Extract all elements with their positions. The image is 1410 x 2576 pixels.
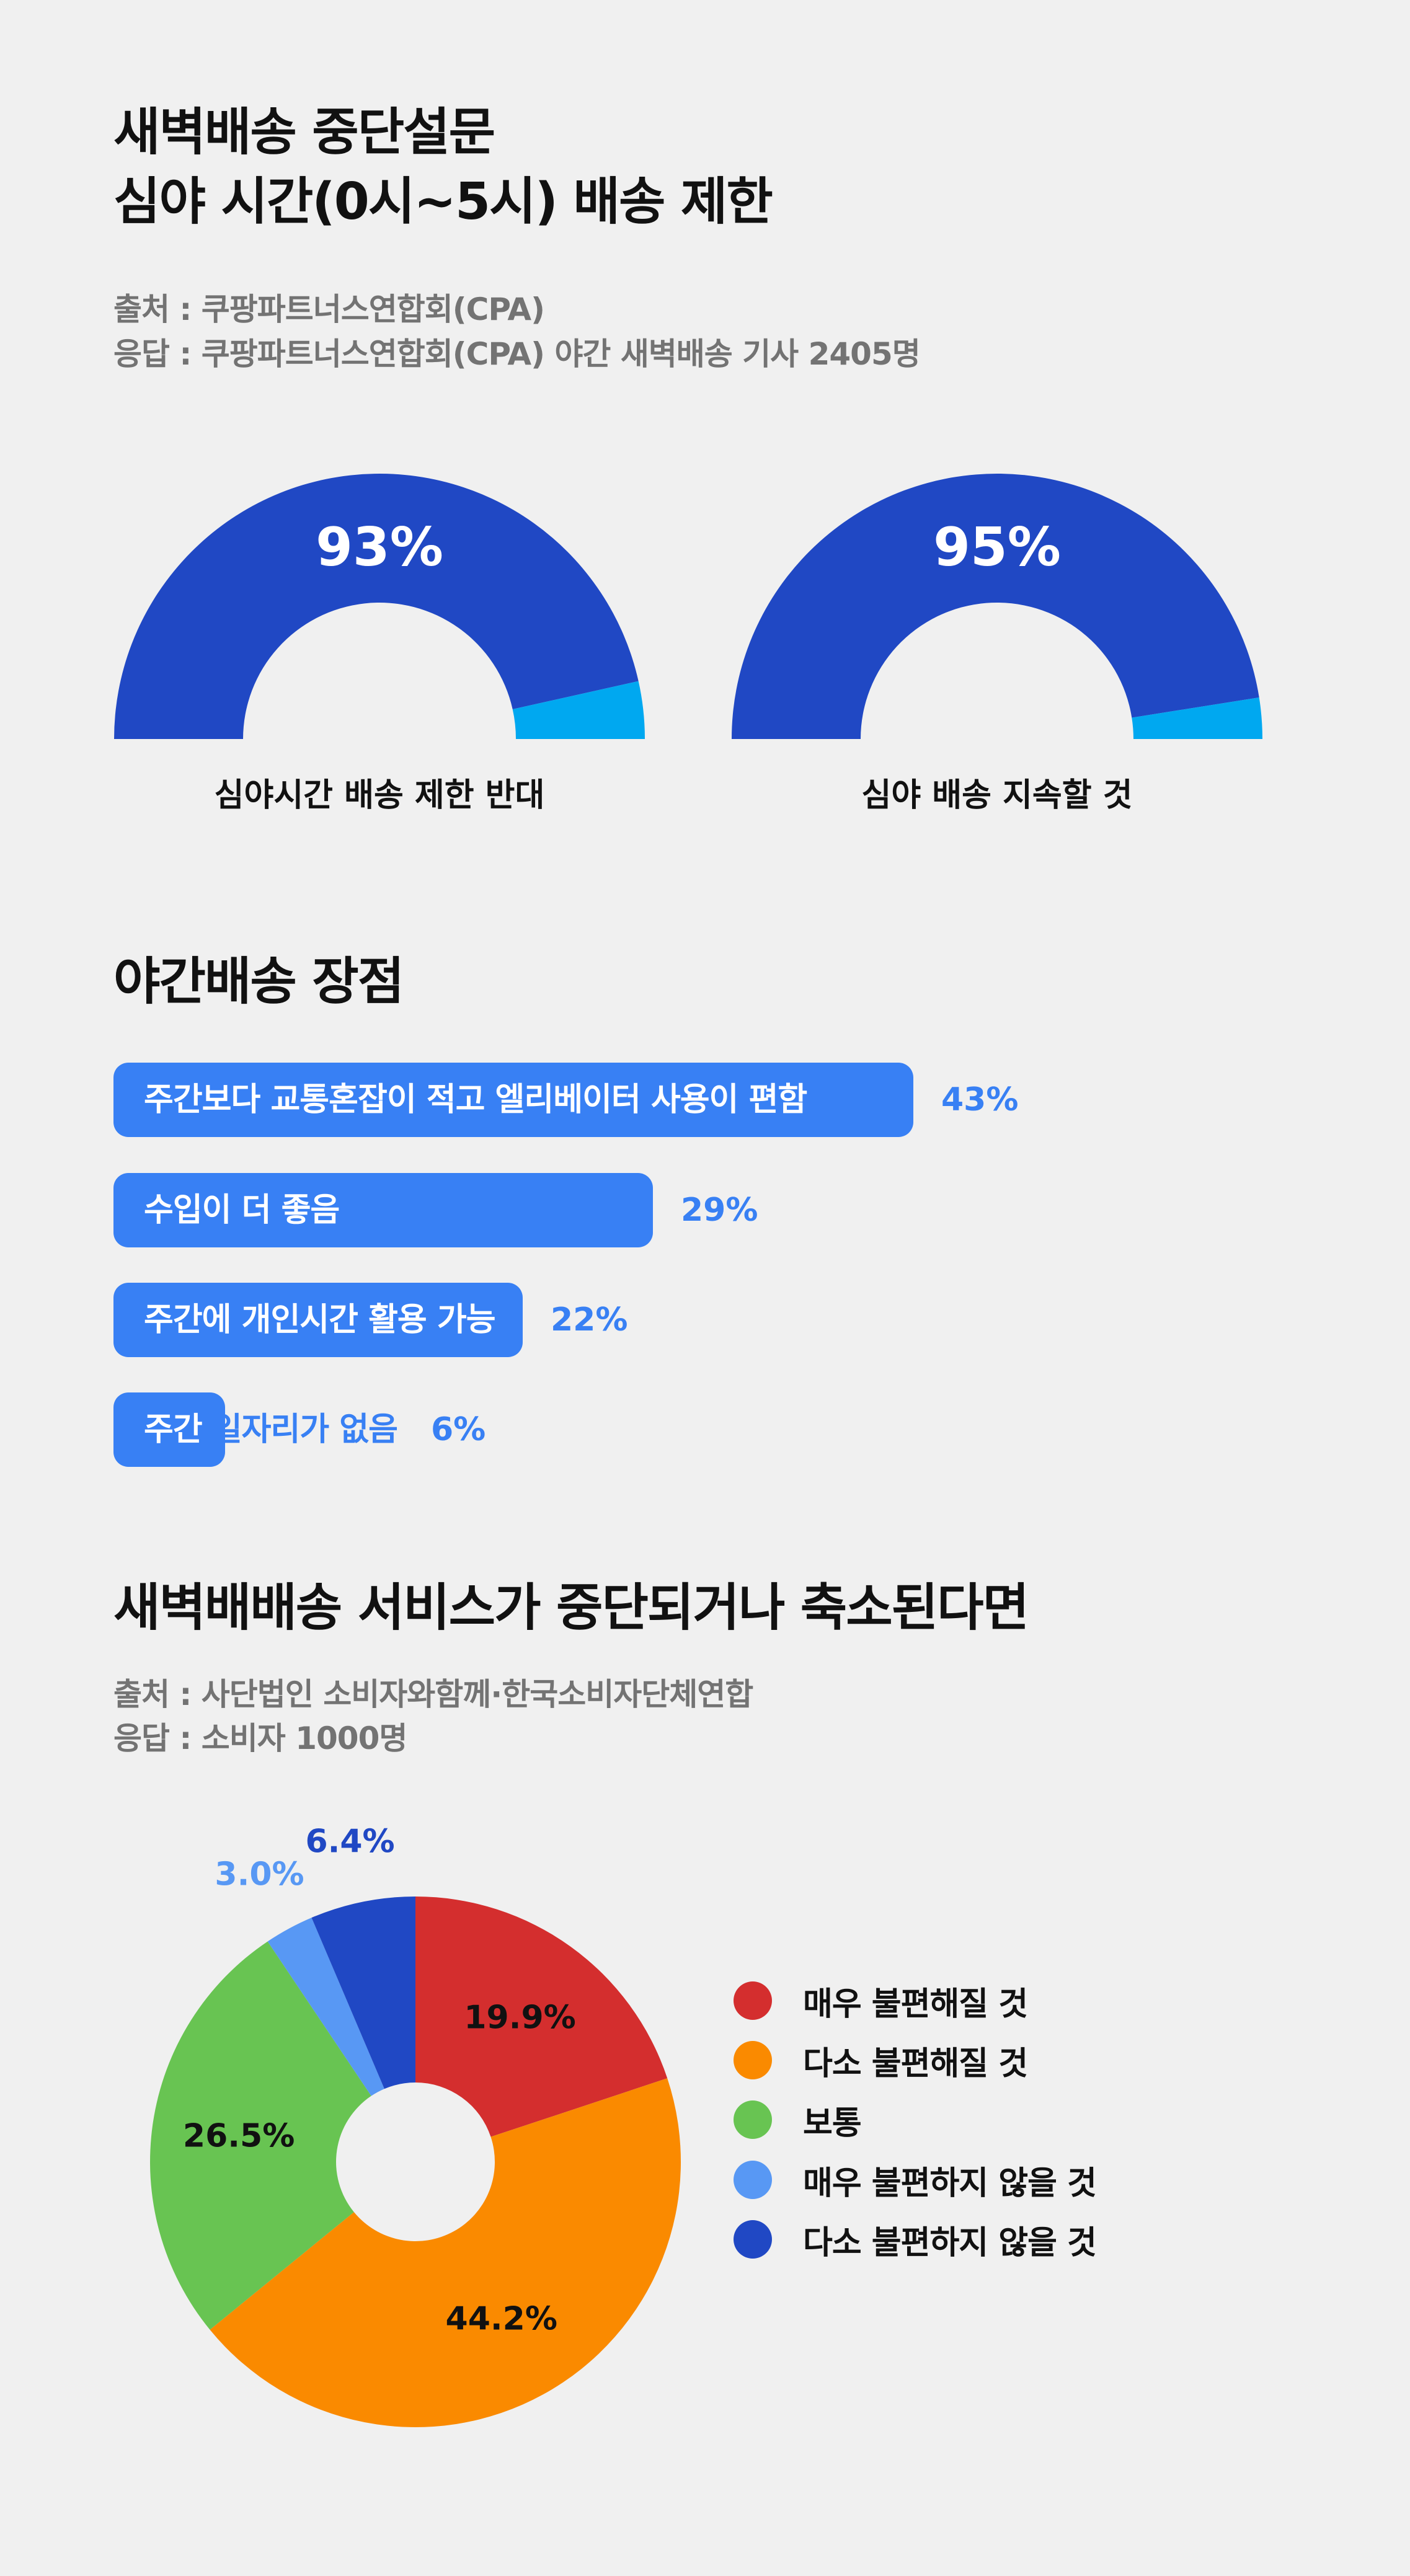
bar-1 xyxy=(113,1063,913,1137)
gauge-charts: 93% 심야시간 배송 제한 반대 95% 심야 배송 지속할 것 xyxy=(114,474,1262,814)
bar-3-value: 22% xyxy=(551,1301,628,1339)
section1-title-line1: 새벽배송 중단설문 xyxy=(113,103,495,162)
pie-label-3: 26.5% xyxy=(183,2118,295,2155)
section3-title: 새벽배배송 서비스가 중단되거나 축소된다면 xyxy=(113,1578,1029,1637)
legend-item-3: 보통 xyxy=(734,2095,862,2144)
legend-item-4: 매우 불편하지 않을 것 xyxy=(734,2155,1097,2205)
legend-dot-5 xyxy=(734,2220,772,2259)
legend-label-5: 다소 불편하지 않을 것 xyxy=(803,2224,1097,2262)
gauge-1-value: 93% xyxy=(316,516,443,578)
legend-label-1: 매우 불편해질 것 xyxy=(803,1985,1028,2023)
bar-2 xyxy=(113,1173,653,1247)
bar-4-label-inside: 주간 xyxy=(144,1411,213,1448)
legend-label-4: 매우 불편하지 않을 것 xyxy=(803,2164,1097,2202)
legend-item-5: 다소 불편하지 않을 것 xyxy=(734,2215,1097,2264)
gauge-1-label: 심야시간 배송 제한 반대 xyxy=(215,777,545,814)
section3-source: 출처 : 사단법인 소비자와함께·한국소비자단체연합 xyxy=(113,1676,753,1712)
bar-4-label: 주간 일자리가 없음 xyxy=(144,1392,398,1467)
pie-label-4: 3.0% xyxy=(215,1856,304,1893)
legend-label-2: 다소 불편해질 것 xyxy=(803,2045,1028,2082)
pie-label-5: 6.4% xyxy=(305,1823,394,1861)
legend-item-1: 매우 불편해질 것 xyxy=(734,1976,1028,2025)
pie-slice-1 xyxy=(415,1897,668,2137)
legend-item-2: 다소 불편해질 것 xyxy=(734,2035,1028,2085)
bar-1-value: 43% xyxy=(941,1081,1019,1118)
section1-respondents: 응답 : 쿠팡파트너스연합회(CPA) 야간 새벽배송 기사 2405명 xyxy=(113,336,921,372)
bar-4-label-outside: 일자리가 없음 xyxy=(212,1411,398,1448)
pie-label-1: 19.9% xyxy=(464,1999,575,2036)
gauge-1: 93% 심야시간 배송 제한 반대 xyxy=(114,474,645,814)
gauge-2-value: 95% xyxy=(933,516,1061,578)
bar-1-label: 주간보다 교통혼잡이 적고 엘리베이터 사용이 편함 xyxy=(144,1081,807,1118)
section2-title: 야간배송 장점 xyxy=(113,952,404,1011)
section1-source: 출처 : 쿠팡파트너스연합회(CPA) xyxy=(113,291,545,327)
pie-slice-4 xyxy=(267,1918,384,2096)
legend-dot-4 xyxy=(734,2161,772,2199)
pie-slice-2 xyxy=(210,2078,681,2427)
bar-4-value: 6% xyxy=(431,1411,486,1448)
pie-slice-3 xyxy=(149,1941,371,2330)
bar-3-label: 주간에 개인시간 활용 가능 xyxy=(144,1301,496,1339)
bar-4 xyxy=(113,1392,225,1467)
legend-dot-2 xyxy=(734,2041,772,2079)
bar-3 xyxy=(113,1283,523,1357)
section1-title-line2: 심야 시간(0시~5시) 배송 제한 xyxy=(113,172,773,231)
gauge-2-rest-arc xyxy=(1132,697,1262,739)
gauge-1-rest-arc xyxy=(512,681,645,739)
legend-dot-1 xyxy=(734,1981,772,2020)
pie-label-2: 44.2% xyxy=(446,2300,557,2337)
donut-chart: 19.9% 44.2% 26.5% 3.0%6.4% xyxy=(149,1823,681,2427)
pie-slice-5 xyxy=(311,1897,415,2089)
bar-2-value: 29% xyxy=(681,1192,758,1229)
section3-respondents: 응답 : 소비자 1000명 xyxy=(113,1720,407,1756)
gauge-1-main-arc xyxy=(114,474,639,739)
bar-2-label: 수입이 더 좋음 xyxy=(144,1192,340,1229)
legend-label-3: 보통 xyxy=(803,2104,862,2142)
gauge-2-main-arc xyxy=(732,474,1259,739)
gauge-2: 95% 심야 배송 지속할 것 xyxy=(732,474,1262,814)
legend-dot-3 xyxy=(734,2100,772,2139)
gauge-2-label: 심야 배송 지속할 것 xyxy=(861,777,1132,814)
